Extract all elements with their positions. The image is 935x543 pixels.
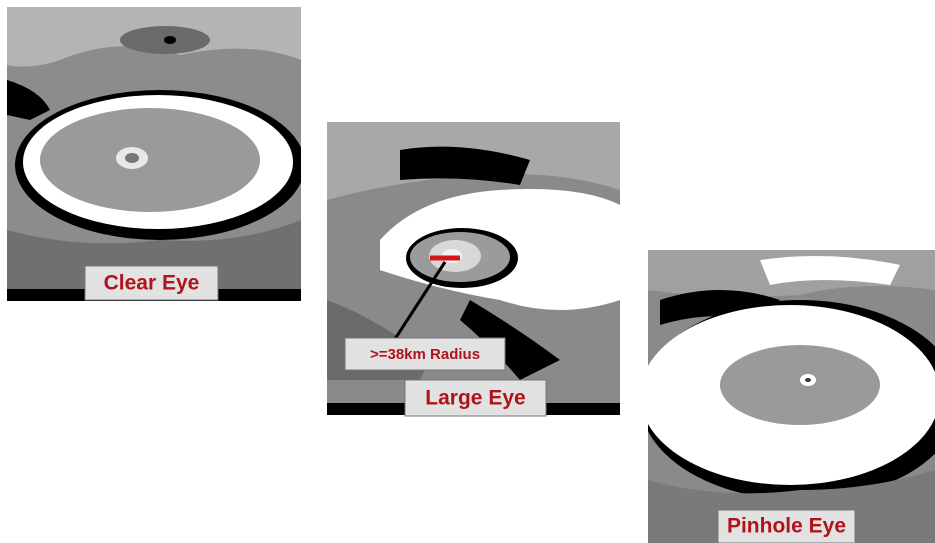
- panel-label: Large Eye: [425, 387, 525, 410]
- annotation-box: [344, 337, 506, 371]
- panel-label: Clear Eye: [104, 272, 200, 295]
- satellite-image: [327, 122, 620, 415]
- satellite-image: [648, 250, 935, 543]
- annotation: >=38km Radius: [370, 346, 480, 363]
- callout-line: [391, 261, 447, 343]
- label-box: [717, 509, 856, 543]
- label-box: [84, 265, 219, 301]
- panel-label: Pinhole Eye: [727, 515, 846, 538]
- label-box: [404, 379, 547, 417]
- satellite-image: [7, 7, 301, 301]
